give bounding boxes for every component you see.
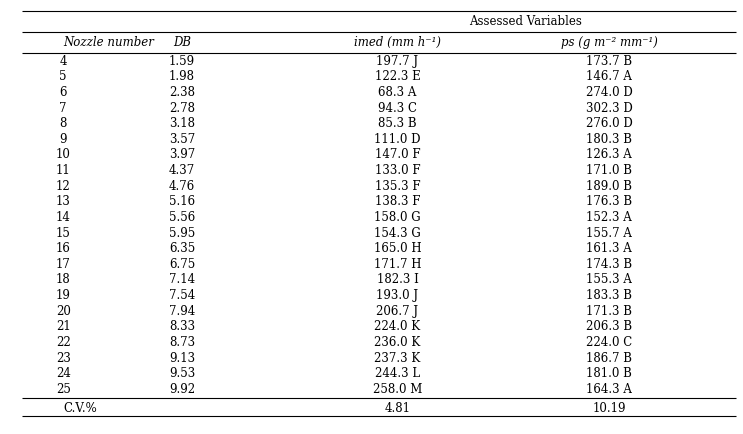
- Text: 174.3 B: 174.3 B: [586, 258, 632, 271]
- Text: 173.7 B: 173.7 B: [586, 55, 632, 68]
- Text: 122.3 E: 122.3 E: [374, 70, 421, 83]
- Text: 7.94: 7.94: [169, 305, 195, 318]
- Text: 147.0 F: 147.0 F: [374, 148, 421, 161]
- Text: 186.7 B: 186.7 B: [586, 352, 632, 365]
- Text: 9.53: 9.53: [169, 367, 195, 380]
- Text: 6.35: 6.35: [169, 242, 195, 255]
- Text: 19: 19: [56, 289, 71, 302]
- Text: 24: 24: [56, 367, 71, 380]
- Text: 18: 18: [56, 273, 71, 286]
- Text: 189.0 B: 189.0 B: [586, 180, 632, 193]
- Text: 138.3 F: 138.3 F: [374, 195, 421, 208]
- Text: 171.3 B: 171.3 B: [586, 305, 632, 318]
- Text: 21: 21: [56, 320, 71, 333]
- Text: 13: 13: [56, 195, 71, 208]
- Text: 155.3 A: 155.3 A: [586, 273, 632, 286]
- Text: 176.3 B: 176.3 B: [586, 195, 632, 208]
- Text: 5.56: 5.56: [169, 211, 195, 224]
- Text: 4.37: 4.37: [169, 164, 195, 177]
- Text: 25: 25: [56, 383, 71, 396]
- Text: Nozzle number: Nozzle number: [63, 36, 154, 49]
- Text: 68.3 A: 68.3 A: [378, 86, 417, 99]
- Text: 17: 17: [56, 258, 71, 271]
- Text: 1.59: 1.59: [169, 55, 195, 68]
- Text: 161.3 A: 161.3 A: [586, 242, 632, 255]
- Text: 236.0 K: 236.0 K: [374, 336, 421, 349]
- Text: 206.7 J: 206.7 J: [377, 305, 418, 318]
- Text: 224.0 C: 224.0 C: [586, 336, 632, 349]
- Text: 6.75: 6.75: [169, 258, 195, 271]
- Text: 10.19: 10.19: [592, 401, 626, 414]
- Text: 154.3 G: 154.3 G: [374, 227, 421, 240]
- Text: imed (mm h⁻¹): imed (mm h⁻¹): [354, 36, 441, 49]
- Text: 8.73: 8.73: [169, 336, 195, 349]
- Text: 237.3 K: 237.3 K: [374, 352, 421, 365]
- Text: 10: 10: [56, 148, 71, 161]
- Text: 206.3 B: 206.3 B: [586, 320, 632, 333]
- Text: 276.0 D: 276.0 D: [586, 117, 632, 130]
- Text: 152.3 A: 152.3 A: [586, 211, 632, 224]
- Text: 6: 6: [59, 86, 67, 99]
- Text: 85.3 B: 85.3 B: [378, 117, 417, 130]
- Text: 4: 4: [59, 55, 67, 68]
- Text: Assessed Variables: Assessed Variables: [470, 15, 582, 28]
- Text: 164.3 A: 164.3 A: [586, 383, 632, 396]
- Text: 3.18: 3.18: [169, 117, 195, 130]
- Text: 158.0 G: 158.0 G: [374, 211, 421, 224]
- Text: 5: 5: [59, 70, 67, 83]
- Text: 15: 15: [56, 227, 71, 240]
- Text: 126.3 A: 126.3 A: [586, 148, 632, 161]
- Text: DB: DB: [173, 36, 191, 49]
- Text: 111.0 D: 111.0 D: [374, 133, 421, 146]
- Text: 182.3 I: 182.3 I: [377, 273, 418, 286]
- Text: 4.81: 4.81: [385, 401, 410, 414]
- Text: 171.7 H: 171.7 H: [374, 258, 421, 271]
- Text: 133.0 F: 133.0 F: [374, 164, 421, 177]
- Text: 258.0 M: 258.0 M: [373, 383, 422, 396]
- Text: 165.0 H: 165.0 H: [374, 242, 421, 255]
- Text: 4.76: 4.76: [169, 180, 195, 193]
- Text: 224.0 K: 224.0 K: [374, 320, 421, 333]
- Text: ps (g m⁻² mm⁻¹): ps (g m⁻² mm⁻¹): [561, 36, 658, 49]
- Text: 5.16: 5.16: [169, 195, 195, 208]
- Text: 22: 22: [56, 336, 71, 349]
- Text: C.V.%: C.V.%: [63, 401, 97, 414]
- Text: 135.3 F: 135.3 F: [374, 180, 421, 193]
- Text: 244.3 L: 244.3 L: [375, 367, 420, 380]
- Text: 11: 11: [56, 164, 71, 177]
- Text: 146.7 A: 146.7 A: [586, 70, 632, 83]
- Text: 94.3 C: 94.3 C: [378, 102, 417, 115]
- Text: 9.92: 9.92: [169, 383, 195, 396]
- Text: 180.3 B: 180.3 B: [586, 133, 632, 146]
- Text: 7.54: 7.54: [169, 289, 195, 302]
- Text: 7.14: 7.14: [169, 273, 195, 286]
- Text: 23: 23: [56, 352, 71, 365]
- Text: 8.33: 8.33: [169, 320, 195, 333]
- Text: 3.57: 3.57: [169, 133, 195, 146]
- Text: 9: 9: [59, 133, 67, 146]
- Text: 8: 8: [59, 117, 67, 130]
- Text: 183.3 B: 183.3 B: [586, 289, 632, 302]
- Text: 193.0 J: 193.0 J: [377, 289, 418, 302]
- Text: 302.3 D: 302.3 D: [586, 102, 632, 115]
- Text: 3.97: 3.97: [169, 148, 195, 161]
- Text: 197.7 J: 197.7 J: [377, 55, 418, 68]
- Text: 2.38: 2.38: [169, 86, 195, 99]
- Text: 1.98: 1.98: [169, 70, 195, 83]
- Text: 2.78: 2.78: [169, 102, 195, 115]
- Text: 7: 7: [59, 102, 67, 115]
- Text: 181.0 B: 181.0 B: [586, 367, 632, 380]
- Text: 274.0 D: 274.0 D: [586, 86, 632, 99]
- Text: 171.0 B: 171.0 B: [586, 164, 632, 177]
- Text: 20: 20: [56, 305, 71, 318]
- Text: 155.7 A: 155.7 A: [586, 227, 632, 240]
- Text: 5.95: 5.95: [169, 227, 195, 240]
- Text: 14: 14: [56, 211, 71, 224]
- Text: 12: 12: [56, 180, 71, 193]
- Text: 9.13: 9.13: [169, 352, 195, 365]
- Text: 16: 16: [56, 242, 71, 255]
